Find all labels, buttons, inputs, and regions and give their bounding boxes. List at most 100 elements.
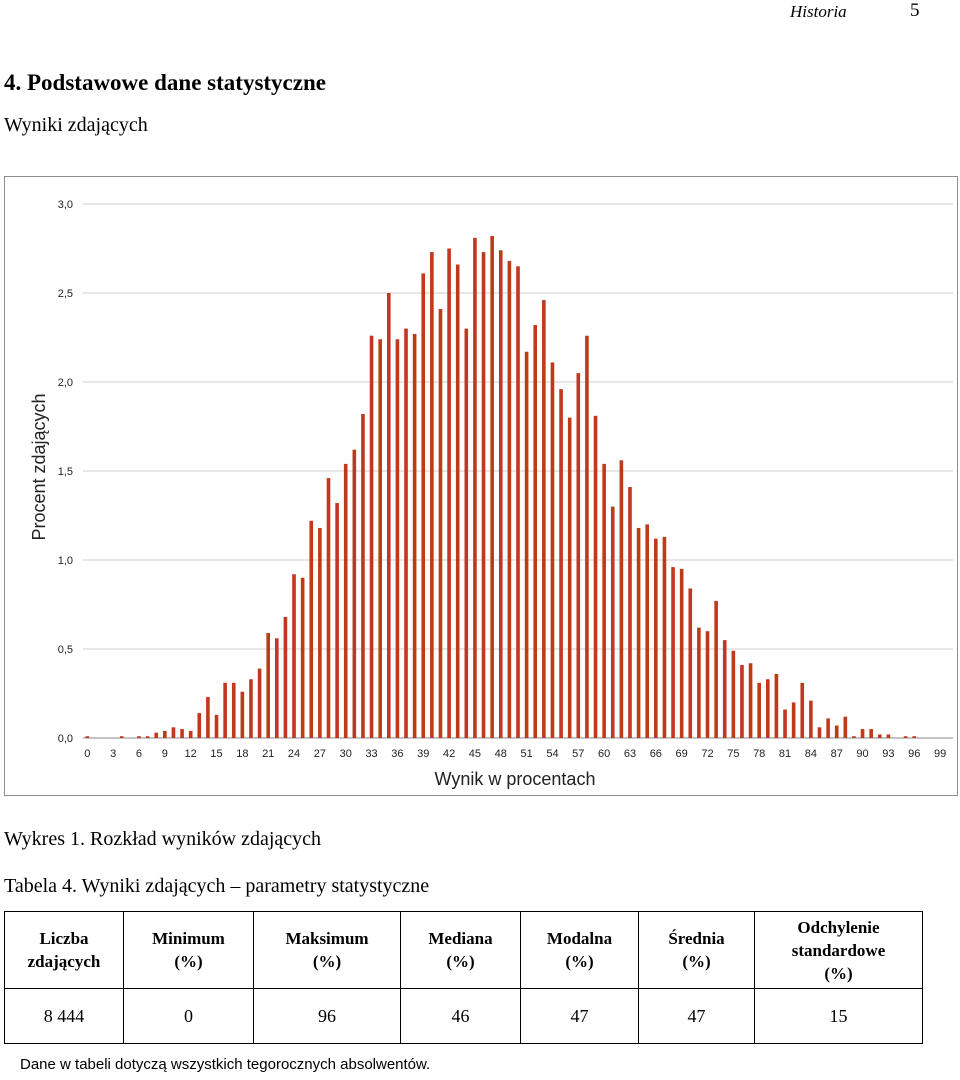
- bar: [662, 536, 667, 738]
- bar: [740, 665, 744, 738]
- bar: [860, 729, 865, 738]
- bar: [197, 713, 202, 738]
- bar: [343, 463, 348, 738]
- bar: [163, 730, 167, 738]
- bar: [378, 339, 382, 738]
- value-maximum: 96: [253, 988, 401, 1044]
- header-median: Mediana (%): [400, 911, 521, 989]
- table-caption: Tabela 4. Wyniki zdających – parametry s…: [4, 875, 430, 897]
- bar: [783, 709, 787, 738]
- y-tick-label: 2,0: [58, 377, 73, 389]
- header-line: Minimum: [152, 929, 225, 948]
- bar: [628, 487, 632, 738]
- bar: [834, 725, 839, 738]
- x-tick-label: 6: [136, 748, 142, 760]
- bar: [542, 300, 546, 738]
- x-tick-label: 9: [162, 748, 168, 760]
- page-number: 5: [910, 0, 920, 21]
- header-line: standardowe: [791, 940, 886, 960]
- bar: [559, 389, 563, 738]
- figure-caption: Wykres 1. Rozkład wyników zdających: [4, 828, 322, 850]
- bar: [188, 730, 193, 738]
- y-tick-label: 2,5: [58, 288, 73, 300]
- running-header-section: Historia: [790, 2, 847, 21]
- header-line: Maksimum: [285, 929, 369, 948]
- x-tick-label: 72: [701, 748, 713, 760]
- bar: [266, 632, 271, 738]
- bar: [688, 588, 693, 738]
- x-tick-label: 18: [236, 748, 248, 760]
- header-maximum: Maksimum (%): [253, 911, 401, 989]
- bar: [309, 520, 314, 738]
- histogram-chart: 0,00,51,01,52,02,53,00 3 6 9 12 15 18 21 24 27 30 3…: [29, 199, 953, 789]
- bar: [249, 679, 253, 738]
- x-tick-label: 81: [779, 748, 791, 760]
- x-tick-label: 30: [340, 748, 352, 760]
- bar: [679, 568, 684, 738]
- statistics-table: Liczba zdających Minimum (%) Maksimum (%) Medi…: [4, 911, 923, 1044]
- bar: [593, 415, 598, 738]
- header-mode: Modalna (%): [520, 911, 639, 989]
- bar: [473, 237, 477, 738]
- bar: [481, 252, 486, 738]
- bar: [361, 414, 365, 738]
- bar: [145, 736, 150, 738]
- bar: [533, 325, 538, 738]
- bar: [645, 524, 650, 738]
- bar: [231, 682, 236, 738]
- bar: [395, 339, 400, 738]
- x-tick-label: 42: [443, 748, 455, 760]
- y-tick-label: 0,0: [58, 733, 73, 745]
- x-tick-label: 39: [417, 748, 429, 760]
- bar: [697, 627, 701, 738]
- bar: [602, 463, 606, 738]
- bar: [326, 478, 331, 738]
- bar: [550, 362, 555, 738]
- bar: [610, 506, 615, 738]
- bar: [636, 527, 641, 738]
- bar: [292, 574, 296, 738]
- x-tick-label: 3: [110, 748, 116, 760]
- x-tick-label: 96: [908, 748, 920, 760]
- bar: [912, 736, 917, 738]
- x-tick-label: 60: [598, 748, 610, 760]
- bar: [498, 250, 503, 738]
- x-tick-label: 78: [753, 748, 765, 760]
- header-mean: Średnia (%): [638, 911, 755, 989]
- bar: [119, 736, 124, 738]
- bar: [223, 682, 227, 738]
- bar: [869, 729, 873, 738]
- header-line: (%): [446, 952, 475, 971]
- bar: [490, 236, 494, 738]
- x-tick-label: 24: [288, 748, 300, 760]
- bar: [430, 252, 434, 738]
- x-tick-label: 84: [805, 748, 817, 760]
- bar: [903, 736, 908, 738]
- x-tick-label: 12: [185, 748, 197, 760]
- bar: [757, 682, 761, 738]
- bar: [671, 567, 675, 738]
- bar: [748, 663, 753, 738]
- header-line: Liczba: [39, 929, 89, 948]
- bar: [137, 736, 141, 738]
- bar: [507, 260, 512, 738]
- bar: [455, 264, 460, 738]
- bar: [447, 248, 451, 738]
- bar: [585, 335, 589, 738]
- bar: [576, 373, 581, 738]
- bar: [275, 638, 279, 738]
- y-tick-label: 1,5: [58, 466, 73, 478]
- bar: [705, 631, 710, 738]
- bar: [369, 335, 374, 738]
- bar: [826, 718, 830, 738]
- bar: [567, 417, 572, 738]
- bar: [412, 333, 417, 738]
- bar: [714, 600, 718, 738]
- bar: [774, 673, 779, 738]
- header-count: Liczba zdających: [4, 911, 124, 989]
- value-mode: 47: [520, 988, 639, 1044]
- bar: [180, 729, 184, 738]
- x-tick-label: 45: [469, 748, 481, 760]
- bar: [386, 293, 391, 738]
- x-tick-label: 75: [727, 748, 739, 760]
